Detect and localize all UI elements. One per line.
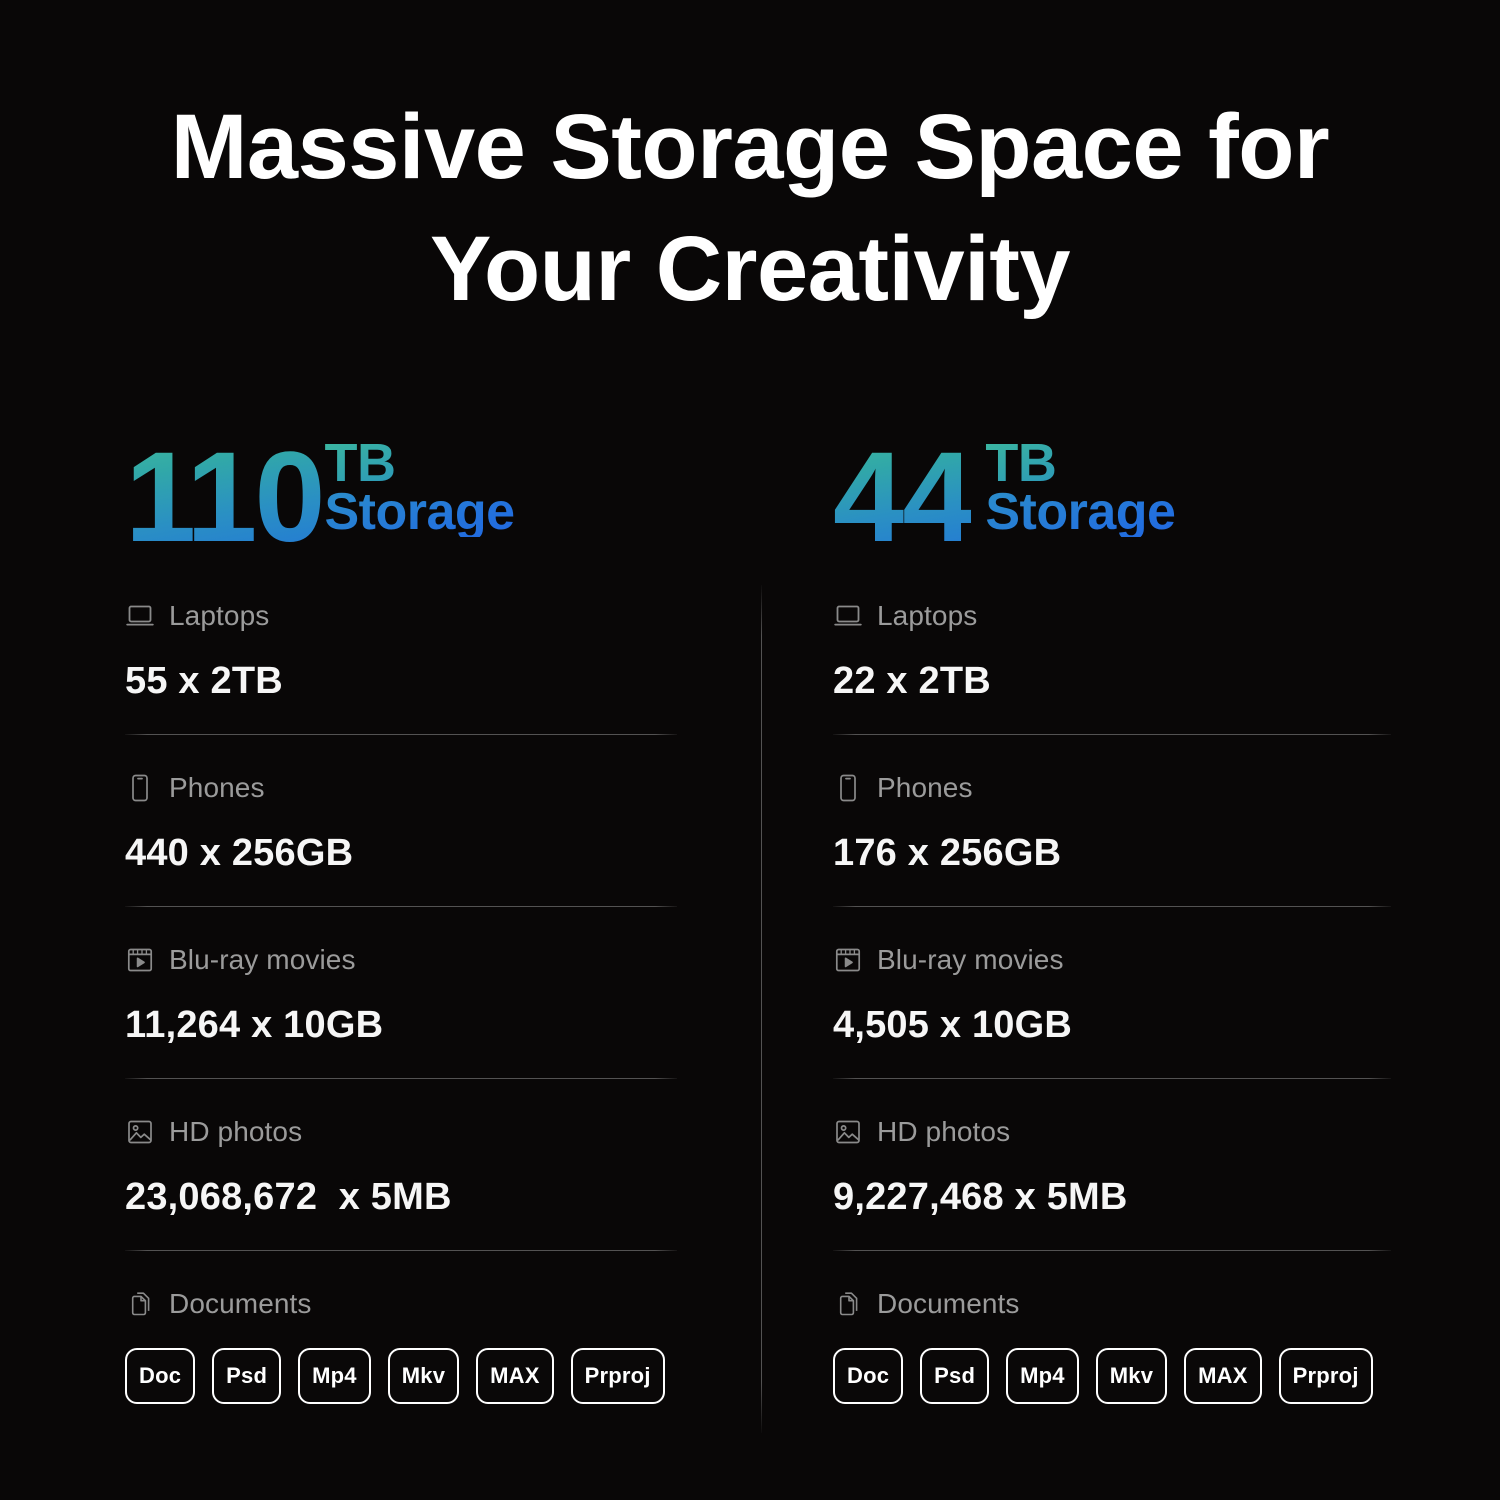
metric-header: Phones	[125, 768, 677, 808]
documents-icon	[125, 1289, 155, 1319]
metric-row: Documents Doc Psd Mp4 Mkv MAX Prproj	[125, 1282, 677, 1404]
file-badge-prproj[interactable]: Prproj	[570, 1348, 665, 1404]
phone-icon	[833, 773, 863, 803]
metric-separator	[833, 1078, 1391, 1079]
file-badge-max[interactable]: MAX	[476, 1348, 554, 1404]
file-badge-doc[interactable]: Doc	[833, 1348, 904, 1404]
metric-label: Documents	[877, 1288, 1020, 1319]
metric-value: 9,227,468 x 5MB	[833, 1176, 1128, 1218]
file-badge-psd[interactable]: Psd	[920, 1348, 990, 1404]
metric-row: HD photos 9,227,468 x 5MB	[833, 1110, 1391, 1219]
capacity-word: Storage	[985, 483, 1176, 542]
page-title: Massive Storage Space for Your Creativit…	[90, 86, 1410, 331]
laptop-icon	[833, 601, 863, 631]
metric-separator	[833, 734, 1391, 735]
page-title-line-2: Your Creativity	[429, 218, 1071, 321]
metric-header: HD photos	[833, 1112, 1391, 1152]
capacity-unit-group: TB Storage	[985, 430, 1176, 542]
metric-row: Phones 440 x 256GB	[125, 766, 677, 875]
laptop-icon	[125, 601, 155, 631]
file-type-badges: Doc Psd Mp4 Mkv MAX Prproj	[125, 1348, 677, 1404]
metric-value: 176 x 256GB	[833, 832, 1062, 874]
metric-header: HD photos	[125, 1112, 677, 1152]
metric-header: Phones	[833, 768, 1391, 808]
file-type-badges: Doc Psd Mp4 Mkv MAX Prproj	[833, 1348, 1391, 1404]
metric-header: Laptops	[833, 596, 1391, 636]
metric-label: Laptops	[877, 600, 978, 631]
metric-separator	[125, 734, 677, 735]
film-play-icon	[833, 945, 863, 975]
metric-label: HD photos	[169, 1116, 303, 1147]
photo-icon	[125, 1117, 155, 1147]
capacity-unit: TB	[325, 436, 515, 490]
metric-row: Laptops 55 x 2TB	[125, 594, 677, 703]
capacity-unit: TB	[985, 436, 1175, 490]
metric-label: Documents	[169, 1288, 312, 1319]
file-badge-psd[interactable]: Psd	[212, 1348, 282, 1404]
storage-column-110tb: 110 TB Storage	[0, 430, 750, 1450]
metric-separator	[125, 1250, 677, 1251]
metric-value: 440 x 256GB	[125, 832, 354, 874]
file-badge-mkv[interactable]: Mkv	[387, 1348, 460, 1404]
metric-header: Documents	[125, 1284, 677, 1324]
file-badge-mp4[interactable]: Mp4	[1006, 1348, 1079, 1404]
metric-row: Blu-ray movies 4,505 x 10GB	[833, 938, 1391, 1047]
capacity-heading: 44 TB Storage	[833, 426, 1391, 569]
metric-label: Blu-ray movies	[169, 944, 356, 975]
capacity-unit-group: TB Storage	[324, 430, 516, 542]
metric-value: 55 x 2TB	[125, 660, 283, 702]
metric-value: 11,264 x 10GB	[125, 1004, 384, 1046]
capacity-number: 44	[833, 426, 973, 569]
photo-icon	[833, 1117, 863, 1147]
file-badge-doc[interactable]: Doc	[125, 1348, 196, 1404]
metric-row: Documents Doc Psd Mp4 Mkv MAX Prproj	[833, 1282, 1391, 1404]
metric-value: 22 x 2TB	[833, 660, 991, 702]
metric-header: Blu-ray movies	[833, 940, 1391, 980]
capacity-number: 110	[125, 426, 325, 569]
documents-icon	[833, 1289, 863, 1319]
metric-label: Blu-ray movies	[877, 944, 1064, 975]
storage-column-44tb: 44 TB Storage	[750, 430, 1500, 1450]
file-badge-max[interactable]: MAX	[1184, 1348, 1262, 1404]
film-play-icon	[125, 945, 155, 975]
metric-label: HD photos	[877, 1116, 1011, 1147]
metric-header: Blu-ray movies	[125, 940, 677, 980]
metric-label: Laptops	[169, 600, 270, 631]
metric-value: 4,505 x 10GB	[833, 1004, 1073, 1046]
file-badge-prproj[interactable]: Prproj	[1278, 1348, 1373, 1404]
metric-header: Laptops	[125, 596, 677, 636]
metric-separator	[125, 906, 677, 907]
metric-value: 23,068,672 x 5MB	[125, 1176, 452, 1218]
phone-icon	[125, 773, 155, 803]
capacity-heading: 110 TB Storage	[125, 426, 677, 569]
file-badge-mp4[interactable]: Mp4	[298, 1348, 371, 1404]
page-title-line-1: Massive Storage Space for	[170, 96, 1330, 198]
storage-columns: 110 TB Storage	[0, 430, 1500, 1450]
metric-label: Phones	[877, 772, 973, 803]
metric-separator	[125, 1078, 677, 1079]
metric-row: Phones 176 x 256GB	[833, 766, 1391, 875]
capacity-word: Storage	[324, 483, 516, 542]
column-divider	[761, 585, 762, 1433]
metric-label: Phones	[169, 772, 265, 803]
metric-separator	[833, 1250, 1391, 1251]
file-badge-mkv[interactable]: Mkv	[1095, 1348, 1168, 1404]
metric-row: HD photos 23,068,672 x 5MB	[125, 1110, 677, 1219]
metric-row: Blu-ray movies 11,264 x 10GB	[125, 938, 677, 1047]
metric-row: Laptops 22 x 2TB	[833, 594, 1391, 703]
metric-separator	[833, 906, 1391, 907]
metric-header: Documents	[833, 1284, 1391, 1324]
